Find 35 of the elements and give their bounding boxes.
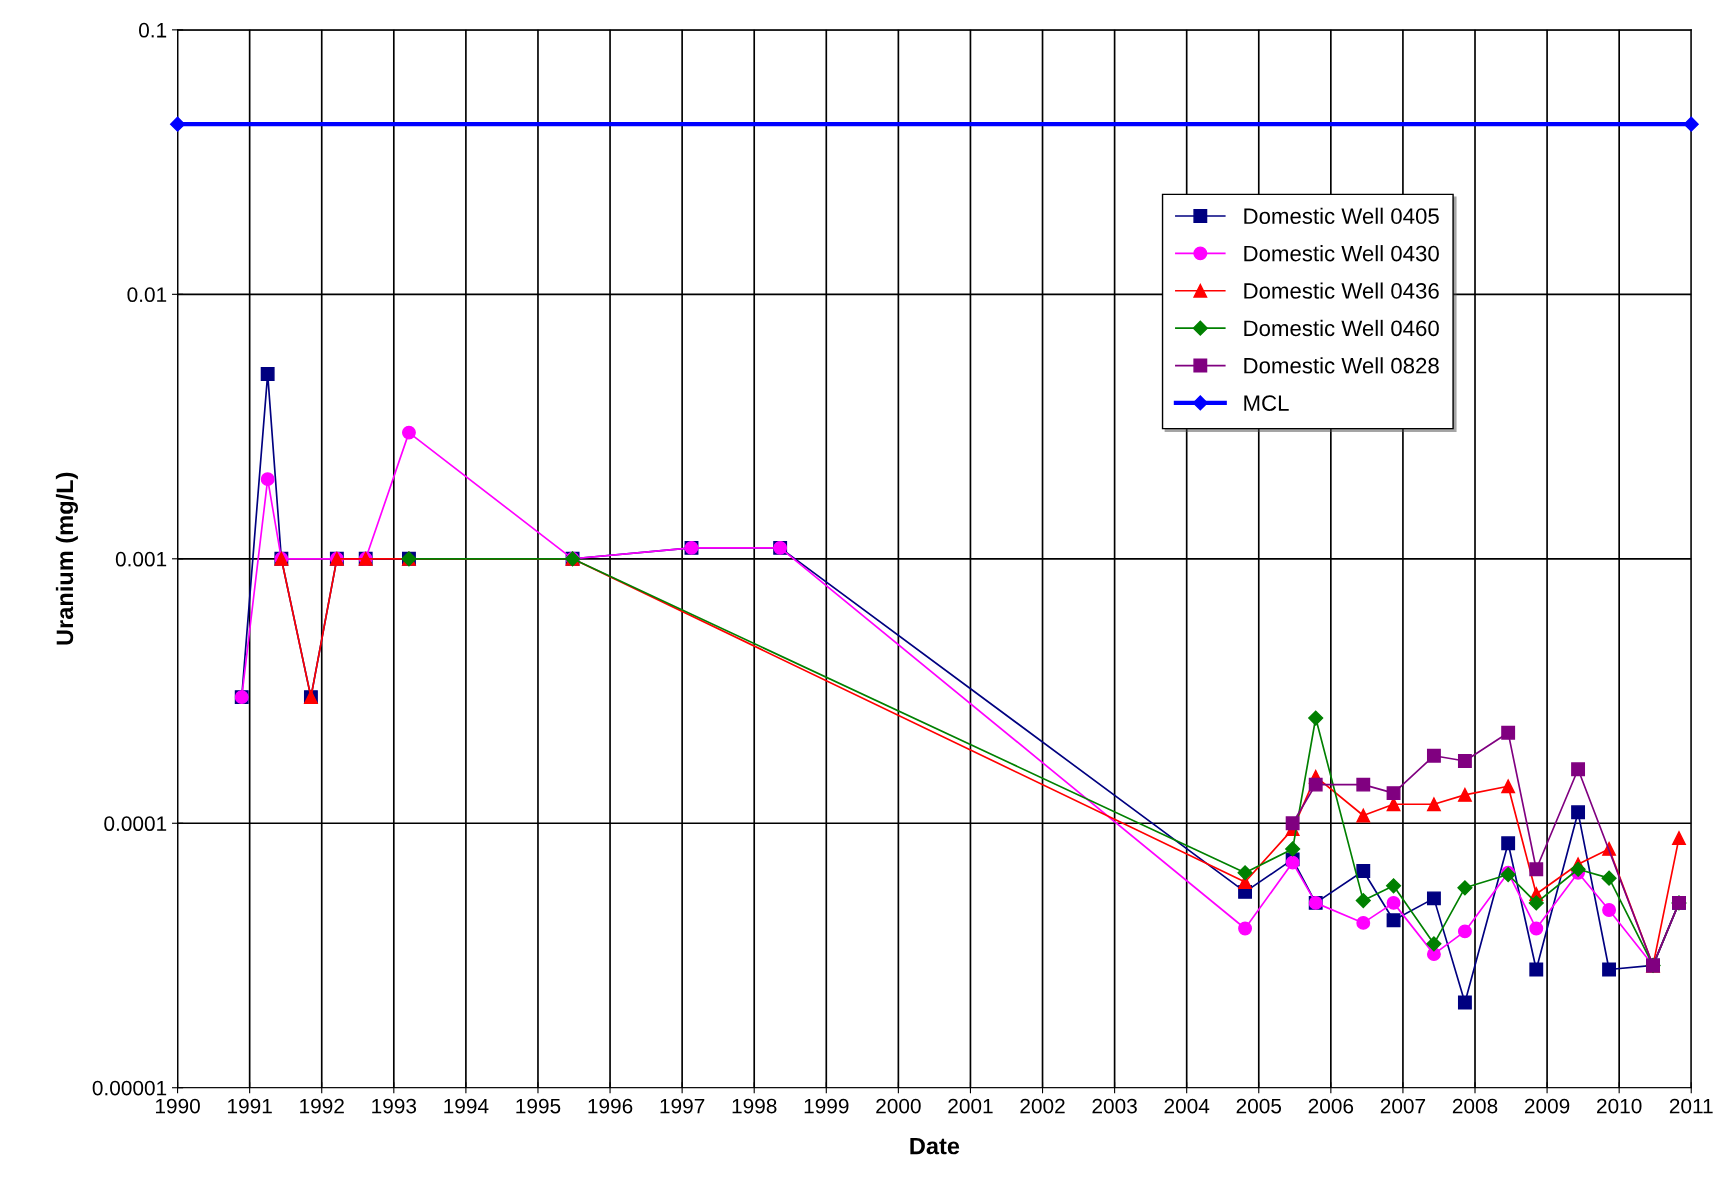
- x-tick-label: 1993: [372, 1098, 417, 1114]
- y-tick-label: 0.1: [139, 22, 167, 38]
- legend-label: Domestic Well 0460: [1244, 319, 1439, 337]
- x-tick-label: 1995: [516, 1098, 561, 1114]
- x-tick-label: 1994: [444, 1098, 489, 1114]
- x-tick-label: 1992: [300, 1098, 344, 1114]
- x-tick-label: 2010: [1597, 1098, 1642, 1114]
- x-tick-label: 2001: [948, 1098, 993, 1114]
- x-tick-label: 2002: [1020, 1098, 1065, 1114]
- x-tick-label: 2006: [1308, 1098, 1354, 1114]
- x-tick-label: 1991: [228, 1098, 272, 1114]
- legend-label: Domestic Well 0436: [1244, 282, 1439, 299]
- x-tick-label: 1996: [588, 1098, 633, 1114]
- legend-label: MCL: [1244, 395, 1289, 411]
- x-tick-label: 2007: [1380, 1098, 1426, 1114]
- x-tick-label: 2005: [1236, 1098, 1282, 1114]
- x-tick-label: 2000: [876, 1098, 921, 1114]
- legend-label: Domestic Well 0828: [1244, 357, 1439, 374]
- x-tick-label: 2004: [1164, 1098, 1210, 1114]
- y-tick-label: 0.001: [115, 551, 167, 567]
- x-tick-label: 1990: [155, 1098, 200, 1114]
- x-tick-label: 1997: [660, 1098, 705, 1114]
- y-tick-label: 0.0001: [104, 816, 167, 832]
- x-tick-label: 2003: [1092, 1098, 1137, 1114]
- x-tick-label: 1998: [732, 1098, 777, 1114]
- y-tick-label: 0.00001: [92, 1080, 167, 1096]
- x-axis-title: Date: [910, 1137, 960, 1155]
- legend-label: Domestic Well 0405: [1244, 207, 1439, 225]
- y-axis-title: Uranium (mg/L): [55, 472, 78, 645]
- legend-label: Domestic Well 0430: [1244, 245, 1439, 262]
- x-tick-label: 2011: [1669, 1098, 1713, 1114]
- x-tick-label: 1999: [804, 1098, 849, 1114]
- x-tick-label: 2009: [1524, 1098, 1570, 1114]
- y-tick-label: 0.01: [127, 287, 167, 303]
- x-tick-label: 2008: [1452, 1098, 1498, 1114]
